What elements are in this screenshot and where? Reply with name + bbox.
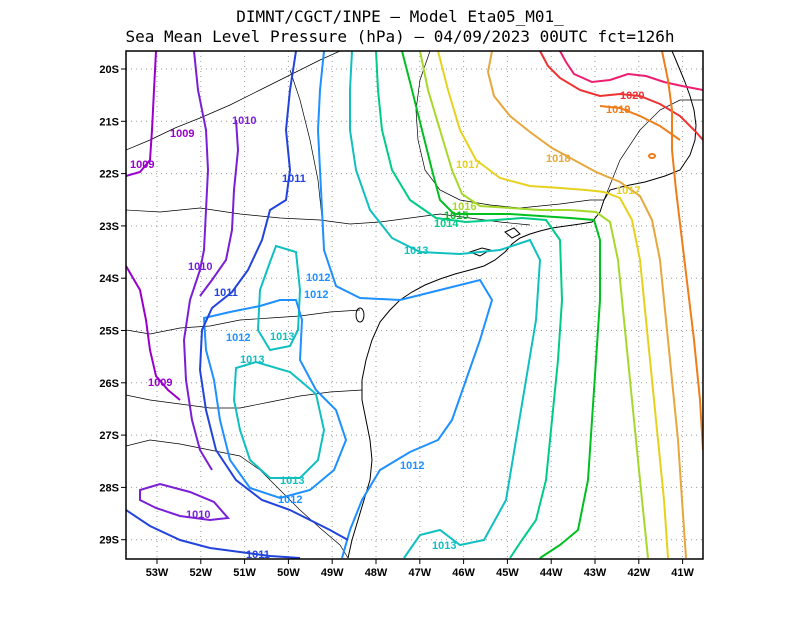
lat-tick-label: 27S (99, 430, 119, 442)
lat-tick-label: 22S (99, 169, 119, 181)
isobar-1019 (661, 51, 703, 451)
isobar-1021 (559, 51, 703, 91)
longitude-axis: 53W 52W 51W 50W 49W 48W 47W 46W 45W 44W 43W 42W 41W (146, 559, 695, 579)
isobar-1015 (401, 51, 601, 559)
lat-tick-label: 20S (99, 64, 119, 76)
isobar-1010 (182, 51, 213, 471)
isobar-1018 (486, 51, 687, 559)
lat-tick-label: 26S (99, 378, 119, 390)
contour-label: 1020 (620, 90, 644, 102)
map-layer: 1009 1009 1009 1010 1010 1010 1011 1011 … (126, 51, 703, 561)
latitude-axis: 20S 21S 22S 23S 24S 25S 26S 27S 28S 29S (99, 64, 126, 547)
lon-tick-label: 45W (496, 567, 519, 579)
contour-label: 1012 (304, 289, 328, 301)
isobar-1009-b (126, 265, 181, 401)
contour-label: 1009 (130, 159, 154, 171)
state-border (126, 207, 531, 226)
lon-tick-label: 47W (408, 567, 431, 579)
lat-tick-label: 25S (99, 326, 119, 338)
contour-label: 1013 (404, 245, 428, 257)
isobar-1011-b (126, 509, 301, 559)
isobar-1013-b (256, 244, 302, 352)
isobar-1012 (316, 51, 494, 559)
contour-label: 1011 (246, 549, 270, 561)
contour-label: 1017 (616, 185, 640, 197)
isobar-1010-c (139, 482, 231, 522)
contour-label: 1019 (606, 104, 630, 116)
map-frame (125, 50, 704, 560)
lon-tick-label: 43W (584, 567, 607, 579)
contour-label: 1012 (226, 332, 250, 344)
lon-tick-label: 41W (671, 567, 694, 579)
isobar-1013 (349, 51, 542, 559)
title-line-2: Sea Mean Level Pressure (hPa) – 04/09/20… (125, 27, 674, 46)
lon-tick-label: 49W (321, 567, 344, 579)
isobar-1009 (126, 51, 157, 177)
contour-label: 1011 (282, 173, 306, 185)
coastline (347, 51, 697, 559)
state-border (126, 389, 363, 409)
contour-label: 1010 (232, 115, 256, 127)
contour-label: 1015 (444, 210, 468, 222)
contour-label: 1016 (452, 201, 476, 213)
lat-tick-label: 21S (99, 116, 119, 128)
contour-label: 1010 (186, 509, 210, 521)
state-border (126, 51, 341, 151)
contour-label: 1013 (432, 540, 456, 552)
contour-label: 1018 (546, 153, 570, 165)
isobar-1011 (198, 51, 349, 541)
lat-lon-grid (126, 51, 703, 559)
isobar-1012-b (202, 299, 348, 500)
lon-tick-label: 48W (365, 567, 388, 579)
isobar-1014 (375, 51, 564, 559)
isobar-1010-b (199, 119, 240, 297)
isobar-1016 (419, 51, 649, 559)
isobar-1020 (539, 51, 703, 141)
lon-tick-label: 44W (540, 567, 563, 579)
state-border (126, 439, 349, 559)
contour-label: 1013 (240, 354, 264, 366)
island (355, 307, 365, 323)
lat-tick-label: 28S (99, 482, 119, 494)
isobar-1018-ring (648, 153, 656, 159)
lon-tick-label: 42W (627, 567, 650, 579)
contour-label: 1012 (400, 460, 424, 472)
lon-tick-label: 46W (452, 567, 475, 579)
contour-label: 1014 (434, 218, 459, 230)
lon-tick-label: 52W (189, 567, 212, 579)
contour-label: 1013 (270, 331, 294, 343)
state-border (289, 69, 323, 219)
state-border (126, 309, 361, 335)
lon-tick-label: 50W (277, 567, 300, 579)
contour-label: 1009 (170, 128, 194, 140)
contour-label: 1012 (306, 272, 330, 284)
lat-tick-label: 24S (99, 273, 119, 285)
contour-label: 1017 (456, 159, 480, 171)
contour-label: 1012 (278, 494, 302, 506)
lat-tick-label: 29S (99, 535, 119, 547)
isobar-1019-b (599, 105, 681, 141)
isobar-1013-c (232, 360, 326, 479)
contour-labels: 1009 1009 1009 1010 1010 1010 1011 1011 … (130, 90, 644, 561)
title-line-1: DIMNT/CGCT/INPE – Model Eta05_M01_ (236, 7, 564, 26)
contour-label: 1013 (280, 475, 304, 487)
contour-label: 1009 (148, 377, 172, 389)
isobar-1017 (437, 51, 669, 559)
isobars (126, 51, 703, 559)
lon-tick-label: 51W (233, 567, 256, 579)
contour-label: 1010 (188, 261, 212, 273)
contour-label: 1011 (214, 287, 238, 299)
lon-tick-label: 53W (146, 567, 169, 579)
lat-tick-label: 23S (99, 221, 119, 233)
